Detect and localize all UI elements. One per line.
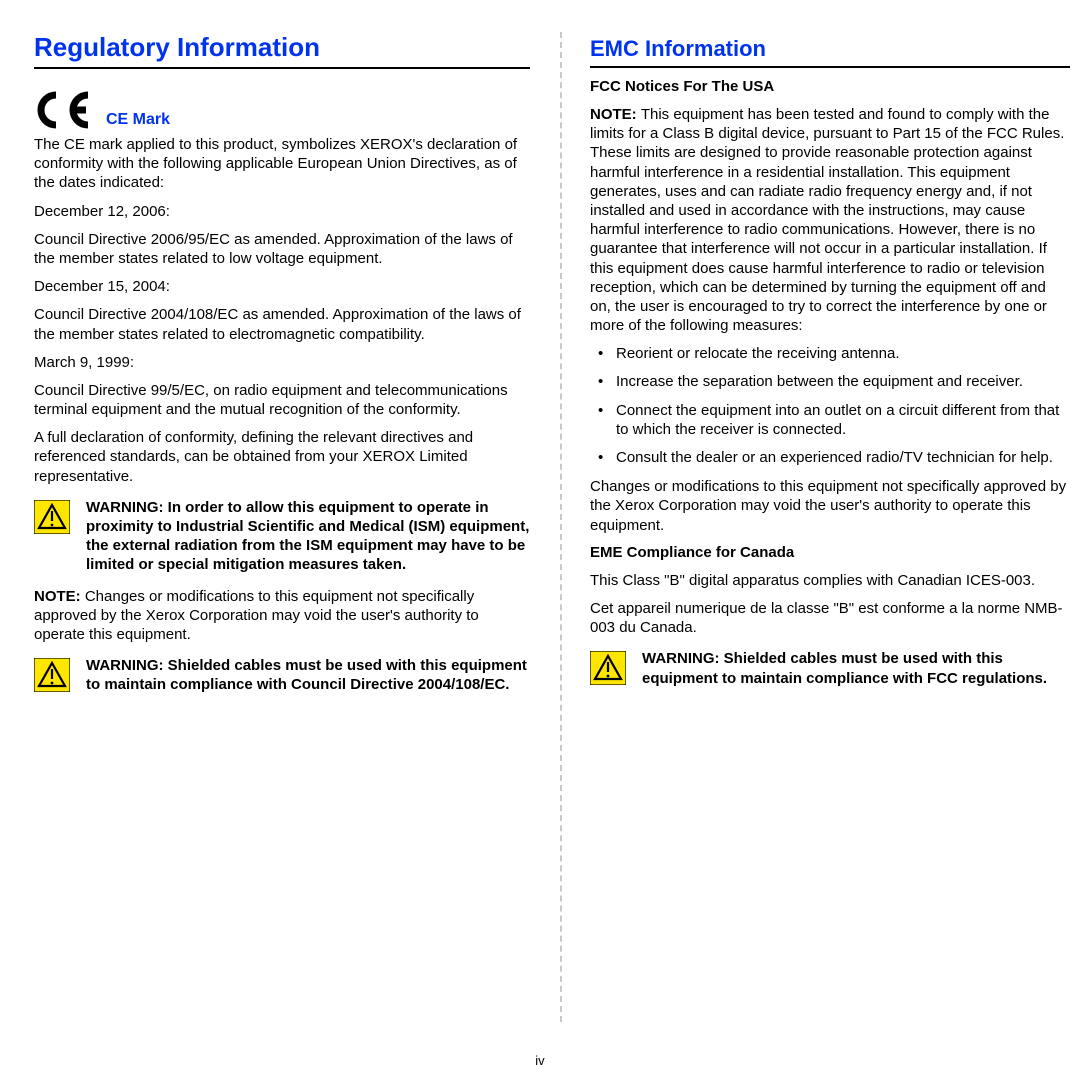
ce-intro: The CE mark applied to this product, sym… — [34, 135, 530, 193]
left-column: Regulatory Information CE Mark The CE ma… — [34, 32, 530, 1022]
directive-2-body: Council Directive 2004/108/EC as amended… — [34, 305, 530, 343]
list-item: Connect the equipment into an outlet on … — [590, 401, 1070, 439]
directive-3-date: March 9, 1999: — [34, 353, 530, 372]
fcc-heading: FCC Notices For The USA — [590, 78, 1070, 95]
warning-cables: WARNING: Shielded cables must be used wi… — [34, 656, 530, 694]
directive-1-date: December 12, 2006: — [34, 202, 530, 221]
list-item: Increase the separation between the equi… — [590, 372, 1070, 391]
ce-mark-icon — [34, 91, 98, 129]
full-declaration: A full declaration of conformity, defini… — [34, 428, 530, 486]
warning-label: WARNING: — [86, 499, 168, 516]
right-column: EMC Information FCC Notices For The USA … — [560, 32, 1070, 1022]
directive-2-date: December 15, 2004: — [34, 277, 530, 296]
fcc-measures-list: Reorient or relocate the receiving anten… — [590, 344, 1070, 467]
warning-ism-text: WARNING: In order to allow this equipmen… — [86, 498, 530, 575]
note-label: NOTE: — [34, 588, 85, 605]
warning-icon — [34, 500, 70, 534]
fcc-body: This equipment has been tested and found… — [590, 106, 1064, 334]
ce-mark-label: CE Mark — [106, 111, 170, 129]
fcc-note: NOTE: This equipment has been tested and… — [590, 105, 1070, 335]
changes-note: Changes or modifications to this equipme… — [590, 477, 1070, 535]
note-body: Changes or modifications to this equipme… — [34, 588, 479, 643]
title-rule-right — [590, 66, 1070, 68]
eme-heading: EME Compliance for Canada — [590, 544, 1070, 561]
regulatory-title: Regulatory Information — [34, 32, 530, 63]
warning-icon — [34, 658, 70, 692]
directive-1-body: Council Directive 2006/95/EC as amended.… — [34, 230, 530, 268]
emc-title: EMC Information — [590, 36, 1070, 62]
ce-mark-row: CE Mark — [34, 91, 530, 129]
warning-fcc-cables: WARNING: Shielded cables must be used wi… — [590, 649, 1070, 687]
warning-label: WARNING: — [86, 657, 168, 674]
warning-icon — [590, 651, 626, 685]
warning-ism: WARNING: In order to allow this equipmen… — [34, 498, 530, 575]
eme-french: Cet appareil numerique de la classe "B" … — [590, 599, 1070, 637]
note-label: NOTE: — [590, 106, 641, 123]
warning-label: WARNING: — [642, 650, 724, 667]
warning-fcc-text: WARNING: Shielded cables must be used wi… — [642, 649, 1070, 687]
directive-3-body: Council Directive 99/5/EC, on radio equi… — [34, 381, 530, 419]
warning-cables-text: WARNING: Shielded cables must be used wi… — [86, 656, 530, 694]
note-changes: NOTE: Changes or modifications to this e… — [34, 587, 530, 645]
page-number: iv — [0, 1053, 1080, 1068]
list-item: Reorient or relocate the receiving anten… — [590, 344, 1070, 363]
eme-english: This Class "B" digital apparatus complie… — [590, 571, 1070, 590]
title-rule — [34, 67, 530, 69]
list-item: Consult the dealer or an experienced rad… — [590, 448, 1070, 467]
